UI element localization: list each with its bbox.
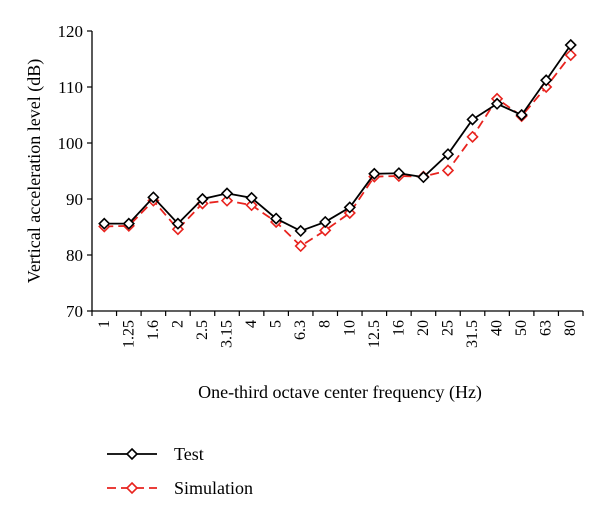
x-axis-title: One-third octave center frequency (Hz) [198,382,482,403]
x-ticks: 1 1.25 1.6 2 2.5 3.15 4 5 6.3 8 10 12.5 16 20 25 31.5 40… [91,311,584,348]
y-axis-title: Vertical acceleration level (dB) [24,59,45,283]
y-tick-label: 80 [66,246,83,265]
y-tick-label: 70 [66,302,83,321]
data-point [466,113,479,126]
data-point [294,224,307,238]
x-tick-label: 16 [390,320,407,336]
data-point [392,167,406,180]
data-point [98,217,111,230]
data-point [417,171,430,184]
x-tick-label: 80 [562,320,579,336]
data-point [490,97,504,110]
legend-marker [125,481,139,495]
x-tick-label: 63 [538,320,555,336]
x-tick-label: 50 [513,320,530,336]
data-point [171,217,185,230]
x-tick-label: 8 [317,320,334,328]
y-tick-label: 90 [66,190,83,209]
legend-item-test: Test [107,444,204,464]
x-tick-label: 4 [243,320,260,328]
data-point [147,191,160,204]
x-tick-label: 2.5 [194,320,211,340]
data-point [220,194,234,207]
series-line [104,54,572,248]
x-tick-label: 10 [341,320,358,336]
x-tick-label: 12.5 [366,320,383,348]
x-tick-label: 40 [489,320,506,336]
data-point [466,130,479,143]
x-tick-label: 5 [268,320,285,328]
series-simulation [98,48,577,253]
data-point [441,148,455,161]
x-tick-label: 6.3 [292,320,309,340]
data-point [441,164,455,177]
data-point [368,167,381,180]
x-tick-label: 2 [169,320,186,328]
legend-label: Simulation [174,478,253,498]
data-point [540,74,553,87]
x-tick-label: 25 [439,320,456,336]
x-tick-label: 1.25 [120,320,137,348]
x-tick-label: 1 [96,320,113,328]
legend-marker [125,447,139,461]
data-point [564,48,577,62]
data-point [220,187,234,200]
y-tick-label: 110 [58,78,83,97]
series-line [104,44,572,232]
y-tick-label: 100 [58,134,84,153]
legend: Test Simulation [107,444,253,498]
y-ticks: 70 80 90 100 110 120 [58,22,92,321]
series-group [98,38,577,253]
data-point [122,217,135,230]
data-point [343,201,356,214]
legend-label: Test [174,444,204,464]
axes [91,31,583,312]
series-test [98,38,577,238]
data-point [269,212,283,225]
data-point [245,191,258,205]
data-point [196,192,209,206]
x-tick-label: 1.6 [145,320,162,340]
data-point [564,38,577,52]
x-tick-label: 31.5 [464,320,481,348]
y-tick-label: 120 [58,22,84,41]
legend-item-simulation: Simulation [107,478,253,498]
data-point [515,108,528,122]
data-point [294,239,307,253]
x-tick-label: 3.15 [219,320,236,348]
x-tick-label: 20 [415,320,432,336]
data-point [319,215,332,229]
data-point [245,199,258,212]
data-point [319,224,332,237]
